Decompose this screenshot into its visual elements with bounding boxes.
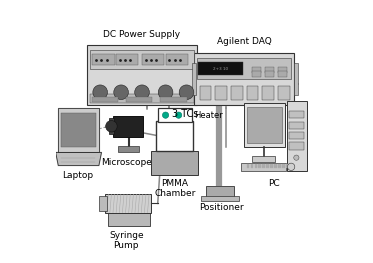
Bar xyxy=(252,67,261,73)
Bar xyxy=(241,163,286,171)
Bar xyxy=(286,166,289,168)
Polygon shape xyxy=(56,153,101,165)
Bar xyxy=(289,122,304,129)
Bar xyxy=(278,67,287,73)
Bar xyxy=(198,62,243,75)
Text: Agilent DAQ: Agilent DAQ xyxy=(217,37,272,47)
Bar xyxy=(194,53,294,105)
Bar xyxy=(119,146,140,153)
Bar xyxy=(262,166,265,168)
Bar xyxy=(90,50,194,69)
Text: PMMA
Chamber: PMMA Chamber xyxy=(154,179,195,198)
Bar xyxy=(251,166,253,168)
Bar xyxy=(266,164,269,165)
Bar xyxy=(258,166,261,168)
Bar xyxy=(87,45,197,105)
Text: DC Power Supply: DC Power Supply xyxy=(103,30,181,39)
Circle shape xyxy=(294,155,299,160)
Bar xyxy=(108,211,150,226)
Bar xyxy=(116,54,138,65)
Bar xyxy=(289,132,304,139)
Bar xyxy=(99,196,107,211)
Polygon shape xyxy=(58,108,99,153)
Text: Positioner: Positioner xyxy=(200,204,244,213)
Bar xyxy=(270,166,273,168)
Bar xyxy=(278,71,287,77)
Bar xyxy=(262,86,274,100)
Bar xyxy=(231,86,243,100)
Bar xyxy=(192,63,196,95)
Bar xyxy=(166,54,188,65)
Bar xyxy=(282,166,285,168)
Bar xyxy=(201,196,239,201)
Bar xyxy=(156,121,193,151)
Text: Heater: Heater xyxy=(194,111,223,120)
Bar xyxy=(265,67,274,73)
Bar xyxy=(289,143,304,150)
Bar xyxy=(274,166,277,168)
Bar xyxy=(197,58,291,79)
Bar xyxy=(158,108,192,122)
Bar xyxy=(151,151,198,175)
Bar xyxy=(265,71,274,77)
Bar xyxy=(106,194,151,213)
Bar xyxy=(93,97,119,102)
Bar xyxy=(278,86,290,100)
Bar xyxy=(142,54,164,65)
Bar xyxy=(278,166,280,168)
Bar xyxy=(247,166,249,168)
Circle shape xyxy=(114,85,128,100)
Bar xyxy=(90,94,194,103)
Bar xyxy=(294,63,298,95)
Bar xyxy=(262,164,265,165)
Bar xyxy=(287,102,307,171)
Bar xyxy=(206,186,233,197)
Bar xyxy=(252,71,261,77)
Text: 2+3 10: 2+3 10 xyxy=(213,67,228,71)
Bar xyxy=(274,164,277,165)
Text: Syringe
Pump: Syringe Pump xyxy=(109,231,144,250)
Bar xyxy=(247,164,249,165)
Bar xyxy=(215,86,227,100)
Circle shape xyxy=(176,112,182,118)
Bar xyxy=(266,166,269,168)
Bar xyxy=(254,164,257,165)
Bar xyxy=(247,86,258,100)
Bar xyxy=(109,118,114,134)
Bar xyxy=(126,97,153,102)
Bar xyxy=(113,116,143,137)
Bar xyxy=(61,113,96,147)
Bar xyxy=(270,164,273,165)
Circle shape xyxy=(158,85,173,100)
Bar xyxy=(160,97,186,102)
Bar xyxy=(252,156,275,161)
Circle shape xyxy=(179,85,194,100)
Circle shape xyxy=(93,85,107,100)
Bar xyxy=(93,54,115,65)
Text: 3 TCs: 3 TCs xyxy=(172,109,198,119)
Text: Laptop: Laptop xyxy=(62,171,94,180)
Circle shape xyxy=(288,163,295,170)
Bar xyxy=(278,164,280,165)
Circle shape xyxy=(106,120,117,132)
Bar xyxy=(244,103,285,147)
Text: Microscope: Microscope xyxy=(101,158,152,167)
Text: PC: PC xyxy=(268,179,280,188)
Bar xyxy=(282,164,285,165)
Bar xyxy=(200,86,211,100)
Bar xyxy=(254,166,257,168)
Bar xyxy=(247,107,282,143)
Bar xyxy=(289,111,304,118)
Bar xyxy=(286,164,289,165)
Bar xyxy=(258,164,261,165)
Bar xyxy=(251,164,253,165)
Circle shape xyxy=(162,112,169,118)
Circle shape xyxy=(135,85,149,100)
